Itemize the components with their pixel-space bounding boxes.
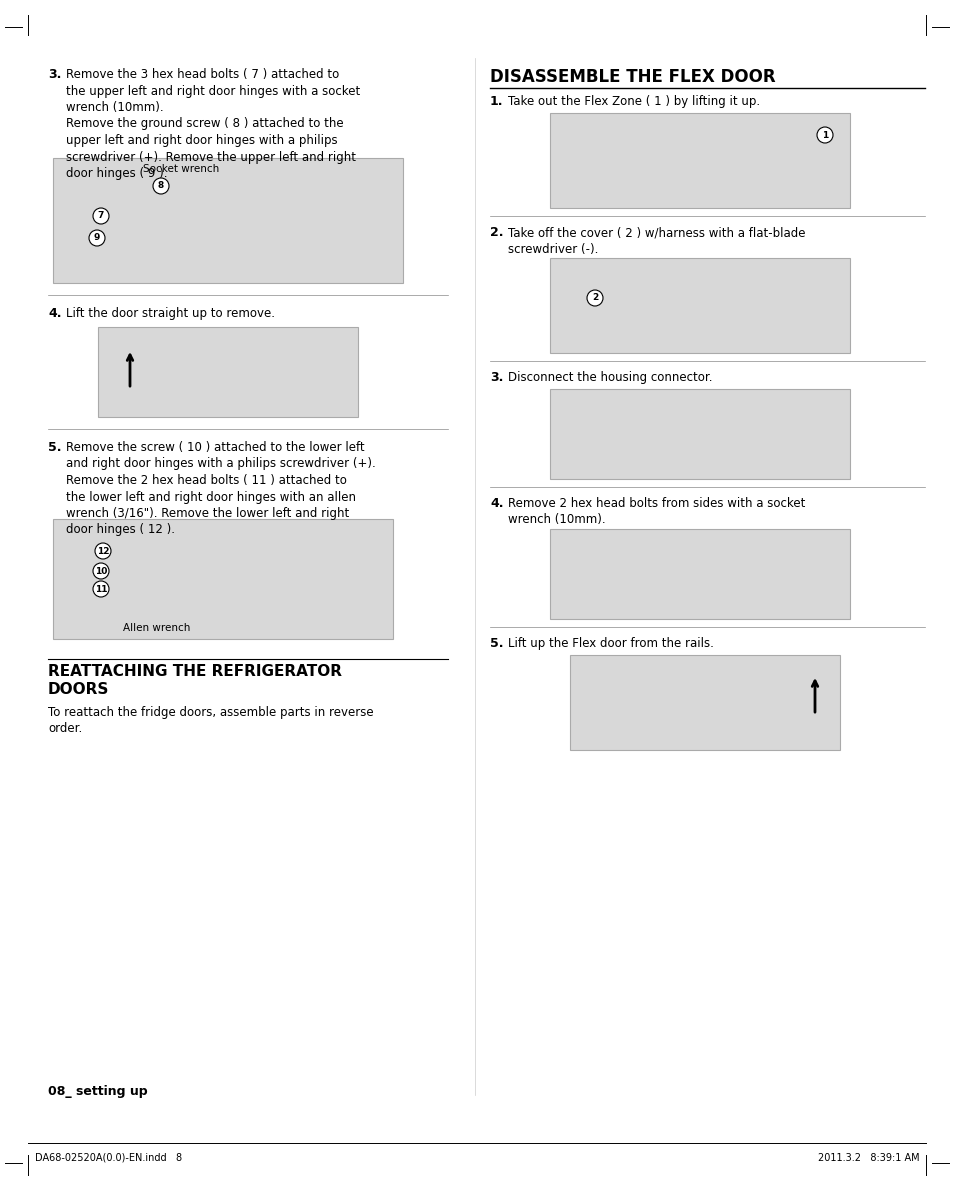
Text: REATTACHING THE REFRIGERATOR
DOORS: REATTACHING THE REFRIGERATOR DOORS [48,664,341,697]
Bar [550,530,849,619]
Circle shape [89,230,105,246]
Text: 12: 12 [96,546,110,556]
Circle shape [92,563,109,580]
Text: Disconnect the housing connector.: Disconnect the housing connector. [507,371,712,384]
Circle shape [92,208,109,224]
Text: DISASSEMBLE THE FLEX DOOR: DISASSEMBLE THE FLEX DOOR [490,68,775,86]
Text: 5.: 5. [48,441,61,455]
Text: Remove the 3 hex head bolts ( 7 ) attached to
the upper left and right door hing: Remove the 3 hex head bolts ( 7 ) attach… [66,68,360,180]
Text: 1.: 1. [490,95,503,108]
Text: 4.: 4. [48,307,61,320]
Bar [98,327,357,416]
Text: Lift up the Flex door from the rails.: Lift up the Flex door from the rails. [507,637,713,650]
Text: 4.: 4. [490,497,503,511]
Text: 2: 2 [591,294,598,302]
Text: 3.: 3. [490,371,503,384]
Text: Take out the Flex Zone ( 1 ) by lifting it up.: Take out the Flex Zone ( 1 ) by lifting … [507,95,760,108]
Text: 2011.3.2   8:39:1 AM: 2011.3.2 8:39:1 AM [818,1153,919,1163]
Text: Take off the cover ( 2 ) w/harness with a flat-blade
screwdriver (-).: Take off the cover ( 2 ) w/harness with … [507,226,804,256]
Text: To reattach the fridge doors, assemble parts in reverse
order.: To reattach the fridge doors, assemble p… [48,706,374,735]
Circle shape [816,127,832,143]
Bar [550,113,849,208]
Circle shape [92,581,109,597]
Text: 9: 9 [93,233,100,243]
Text: 2.: 2. [490,226,503,239]
Text: 1: 1 [821,131,827,139]
Circle shape [586,290,602,306]
Text: Lift the door straight up to remove.: Lift the door straight up to remove. [66,307,274,320]
Text: Remove 2 hex head bolts from sides with a socket
wrench (10mm).: Remove 2 hex head bolts from sides with … [507,497,804,526]
Bar [569,654,840,750]
Text: Remove the screw ( 10 ) attached to the lower left
and right door hinges with a : Remove the screw ( 10 ) attached to the … [66,441,375,537]
Bar [53,519,393,639]
Text: DA68-02520A(0.0)-EN.indd   8: DA68-02520A(0.0)-EN.indd 8 [35,1153,182,1163]
Text: 7: 7 [98,212,104,220]
Text: 10: 10 [94,566,107,576]
Bar [53,158,402,283]
Bar [550,258,849,353]
Text: Allen wrench: Allen wrench [123,624,191,633]
Circle shape [152,178,169,194]
Text: 3.: 3. [48,68,61,81]
Text: 8: 8 [157,182,164,190]
Circle shape [95,543,111,559]
Text: 11: 11 [94,584,107,594]
Text: Socket wrench: Socket wrench [143,164,219,174]
Text: 5.: 5. [490,637,503,650]
Bar [550,389,849,480]
Text: 08_ setting up: 08_ setting up [48,1085,148,1098]
